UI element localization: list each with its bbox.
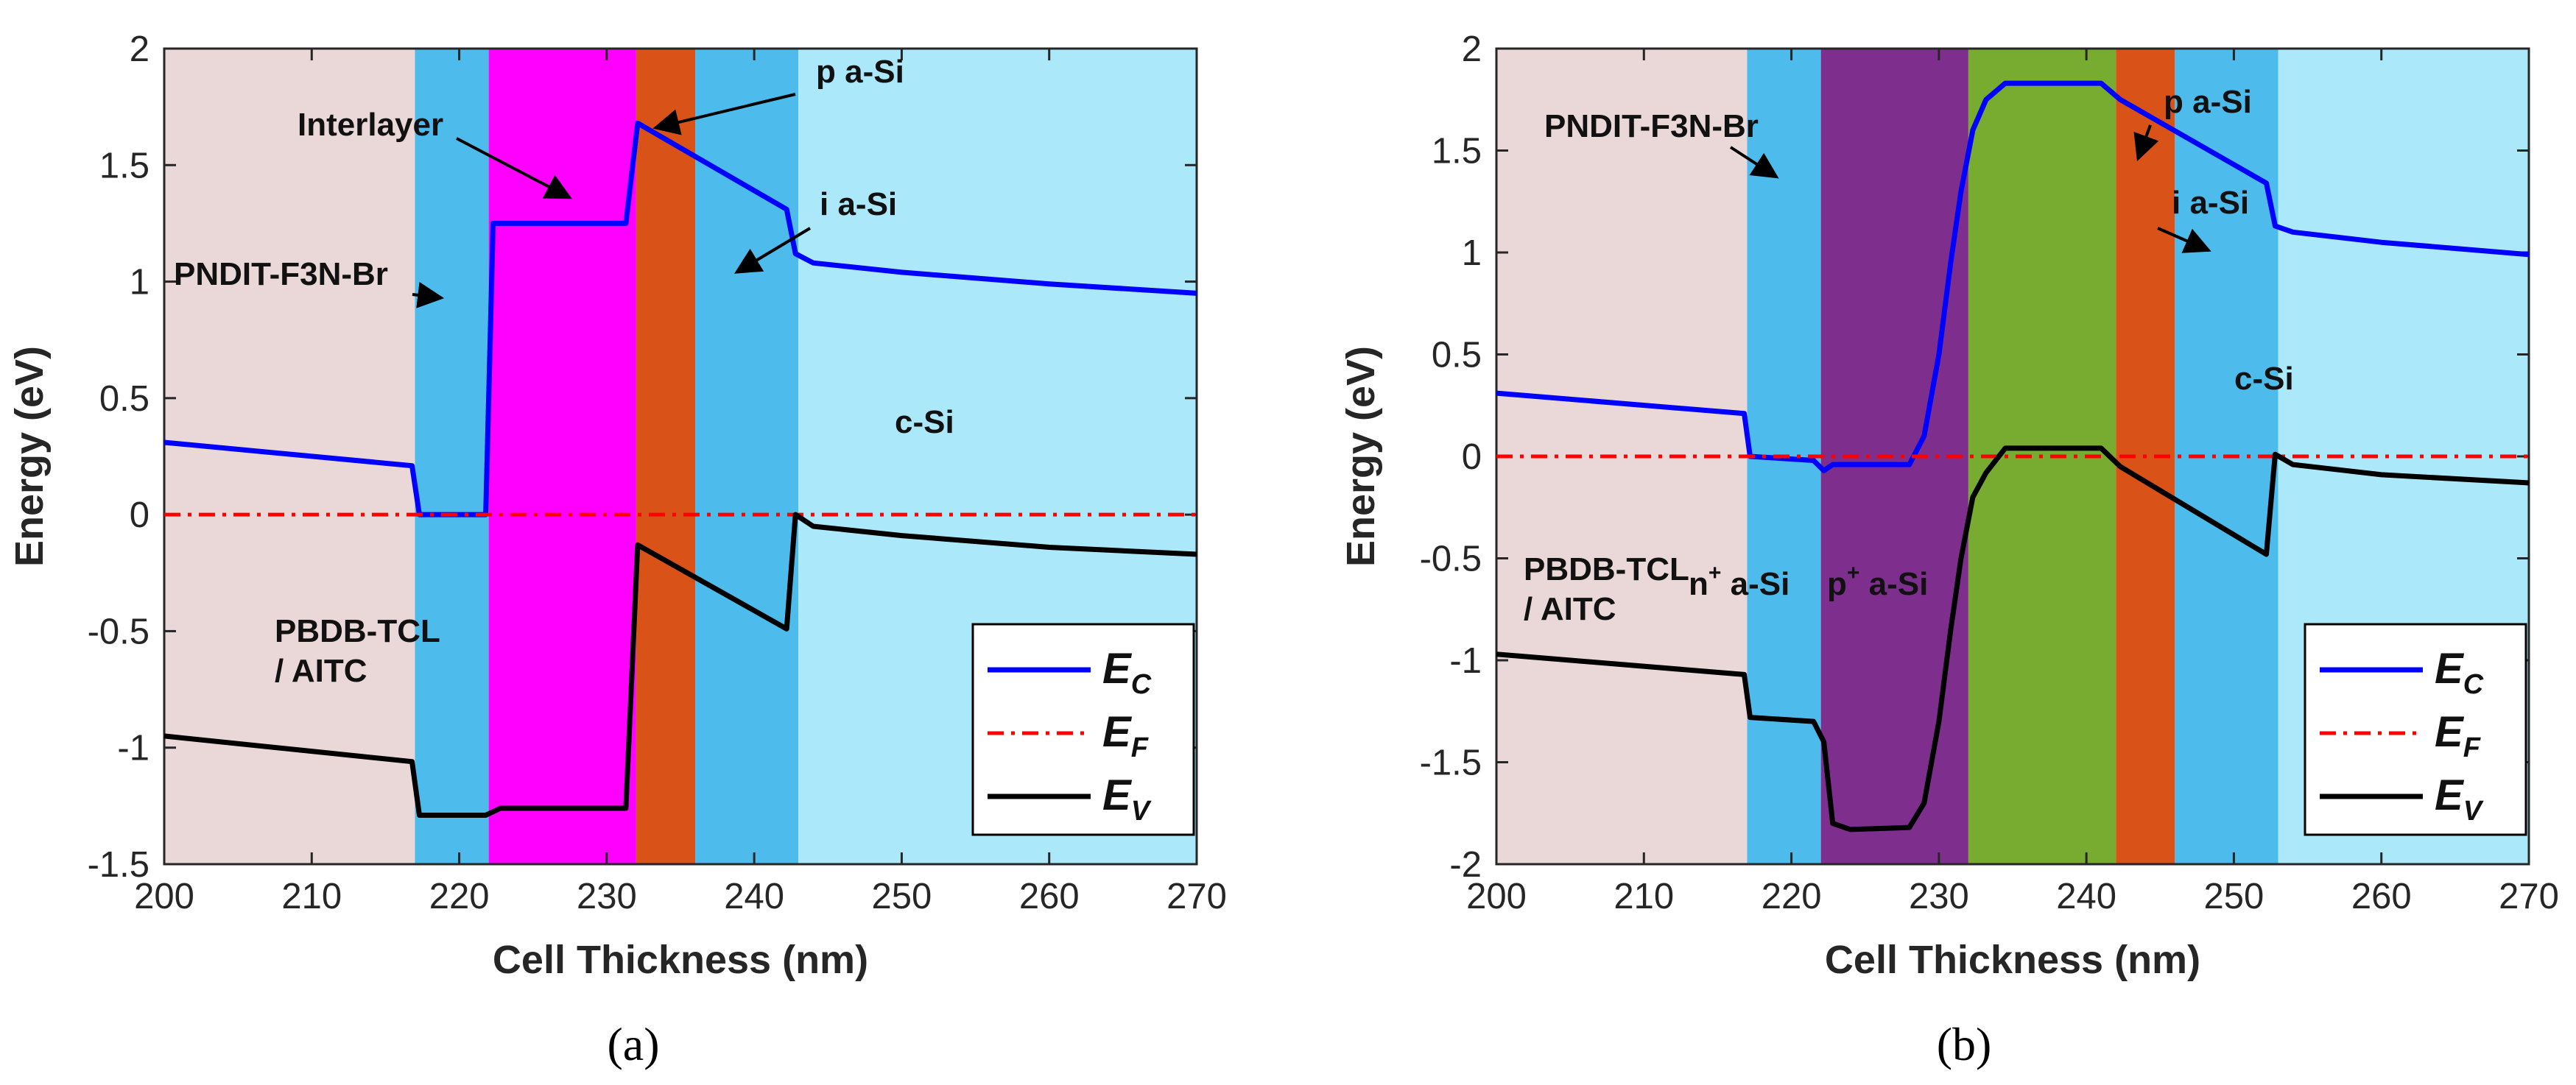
- legend-entry: EF: [1102, 708, 1150, 763]
- caption-b: (b): [1937, 1018, 1992, 1070]
- y-axis-label: Energy (eV): [7, 346, 52, 567]
- y-tick-label: -1: [1449, 641, 1482, 681]
- x-tick-label: 200: [134, 877, 194, 916]
- annotation-label: c-Si: [895, 404, 954, 440]
- y-tick-label: -1.5: [88, 845, 149, 885]
- x-tick-label: 230: [577, 877, 637, 916]
- caption-a: (a): [607, 1018, 659, 1070]
- y-tick-label: -1: [117, 729, 149, 768]
- annotation-label: p a-Si: [816, 54, 904, 90]
- legend-box: [2304, 623, 2527, 836]
- x-tick-label: 250: [872, 877, 932, 916]
- y-tick-label: 0.5: [99, 379, 149, 419]
- y-tick-label: 2: [130, 29, 149, 69]
- annotation-label: i a-Si: [2172, 185, 2249, 221]
- y-tick-label: 1.5: [1432, 132, 1482, 172]
- y-tick-label: 0.5: [1432, 336, 1482, 375]
- y-tick-label: 0: [130, 495, 149, 535]
- annotation-arrow: [456, 137, 572, 199]
- annotation-label: c-Si: [2234, 361, 2294, 397]
- x-tick-label: 200: [1466, 877, 1527, 916]
- y-tick-label: 0: [1462, 437, 1482, 477]
- annotation-label: PBDB-TCL: [275, 613, 440, 649]
- x-tick-label: 270: [2499, 877, 2559, 916]
- x-tick-label: 250: [2204, 877, 2264, 916]
- x-tick-label: 220: [1762, 877, 1822, 916]
- region-i-a-si: [695, 49, 799, 864]
- annotation-label: PNDIT-F3N-Br: [1544, 108, 1759, 144]
- series-line-ev: [163, 512, 1197, 818]
- y-tick-label: 1: [1462, 233, 1482, 273]
- annotation-arrow: [2157, 227, 2211, 253]
- axes-frame: [163, 47, 1198, 866]
- x-tick-label: 220: [429, 877, 490, 916]
- x-tick-label: 260: [1019, 877, 1080, 916]
- annotation-label: p+ a-Si: [1827, 561, 1928, 602]
- series-line-ec: [1496, 80, 2530, 473]
- legend-entry: EC: [2435, 645, 2484, 700]
- legend-box: [971, 623, 1195, 836]
- panel-b-chart: 200 210 220 230 240 250 260 270 -2 -1.5 -1 -0.5 0 0.5…: [1339, 29, 2559, 982]
- y-tick-label: 1: [130, 263, 149, 303]
- annotation-arrow: [652, 93, 796, 135]
- legend-entry: EC: [1102, 645, 1152, 700]
- annotation-label: PBDB-TCL: [1524, 551, 1689, 587]
- annotation-label: Interlayer: [298, 107, 443, 143]
- x-tick-label: 230: [1909, 877, 1969, 916]
- annotation-label: n+ a-Si: [1689, 561, 1790, 602]
- annotation-label: i a-Si: [820, 186, 897, 222]
- x-tick-label: 270: [1166, 877, 1227, 916]
- region-p-a-si: [636, 49, 696, 864]
- legend-entry: EV: [2435, 771, 2484, 827]
- annotation-arrow: [1729, 146, 1779, 179]
- x-axis-label: Cell Thickness (nm): [1825, 938, 2200, 982]
- annotation-label: p a-Si: [2164, 84, 2252, 120]
- region-interlayer: [488, 49, 636, 864]
- legend-entry: EV: [1102, 771, 1152, 827]
- x-axis-label: Cell Thickness (nm): [493, 938, 868, 982]
- legend-entry: EF: [2435, 708, 2482, 763]
- annotation-label: PNDIT-F3N-Br: [174, 256, 388, 292]
- region-pndit-f3n-br: [415, 49, 489, 864]
- annotation-label: / AITC: [275, 653, 367, 689]
- y-tick-label: -0.5: [1420, 540, 1482, 579]
- annotation-label: / AITC: [1524, 591, 1616, 627]
- x-tick-label: 210: [1613, 877, 1674, 916]
- y-axis-label: Energy (eV): [1339, 346, 1383, 567]
- x-tick-label: 240: [2056, 877, 2116, 916]
- y-tick-label: 1.5: [99, 146, 149, 185]
- panel-a-chart: 200 210 220 230 240 250 260 270 -1.5 -1 -0.5 0 0.5 1 1…: [7, 29, 1227, 982]
- annotation-arrow: [412, 282, 445, 308]
- y-tick-label: -0.5: [88, 612, 149, 651]
- y-tick-label: -2: [1449, 845, 1482, 885]
- annotation-arrow: [734, 227, 812, 274]
- x-tick-label: 260: [2351, 877, 2412, 916]
- y-tick-label: -1.5: [1420, 743, 1482, 783]
- y-tick-label: 2: [1462, 29, 1482, 69]
- annotation-arrow: [2133, 124, 2159, 161]
- x-tick-label: 240: [724, 877, 784, 916]
- x-tick-label: 210: [281, 877, 342, 916]
- series-line-ev: [1496, 445, 2530, 833]
